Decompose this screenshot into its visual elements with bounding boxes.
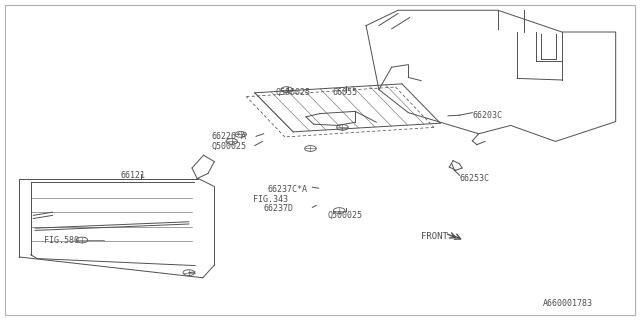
- Text: 66237C*A: 66237C*A: [268, 185, 307, 194]
- Text: 66121: 66121: [120, 171, 145, 180]
- Text: 66226*A: 66226*A: [211, 132, 246, 141]
- Text: FIG.343: FIG.343: [253, 195, 288, 204]
- Text: FRONT: FRONT: [421, 232, 448, 241]
- Text: A660001783: A660001783: [543, 299, 593, 308]
- Text: FIG.580: FIG.580: [44, 236, 79, 245]
- Text: 66203C: 66203C: [472, 111, 502, 120]
- Text: 66055: 66055: [333, 88, 358, 97]
- Text: Q500025: Q500025: [275, 88, 310, 97]
- Text: Q500025: Q500025: [328, 211, 363, 220]
- Text: 66237D: 66237D: [264, 204, 294, 213]
- Text: Q500025: Q500025: [211, 142, 246, 151]
- Text: 66253C: 66253C: [460, 174, 490, 183]
